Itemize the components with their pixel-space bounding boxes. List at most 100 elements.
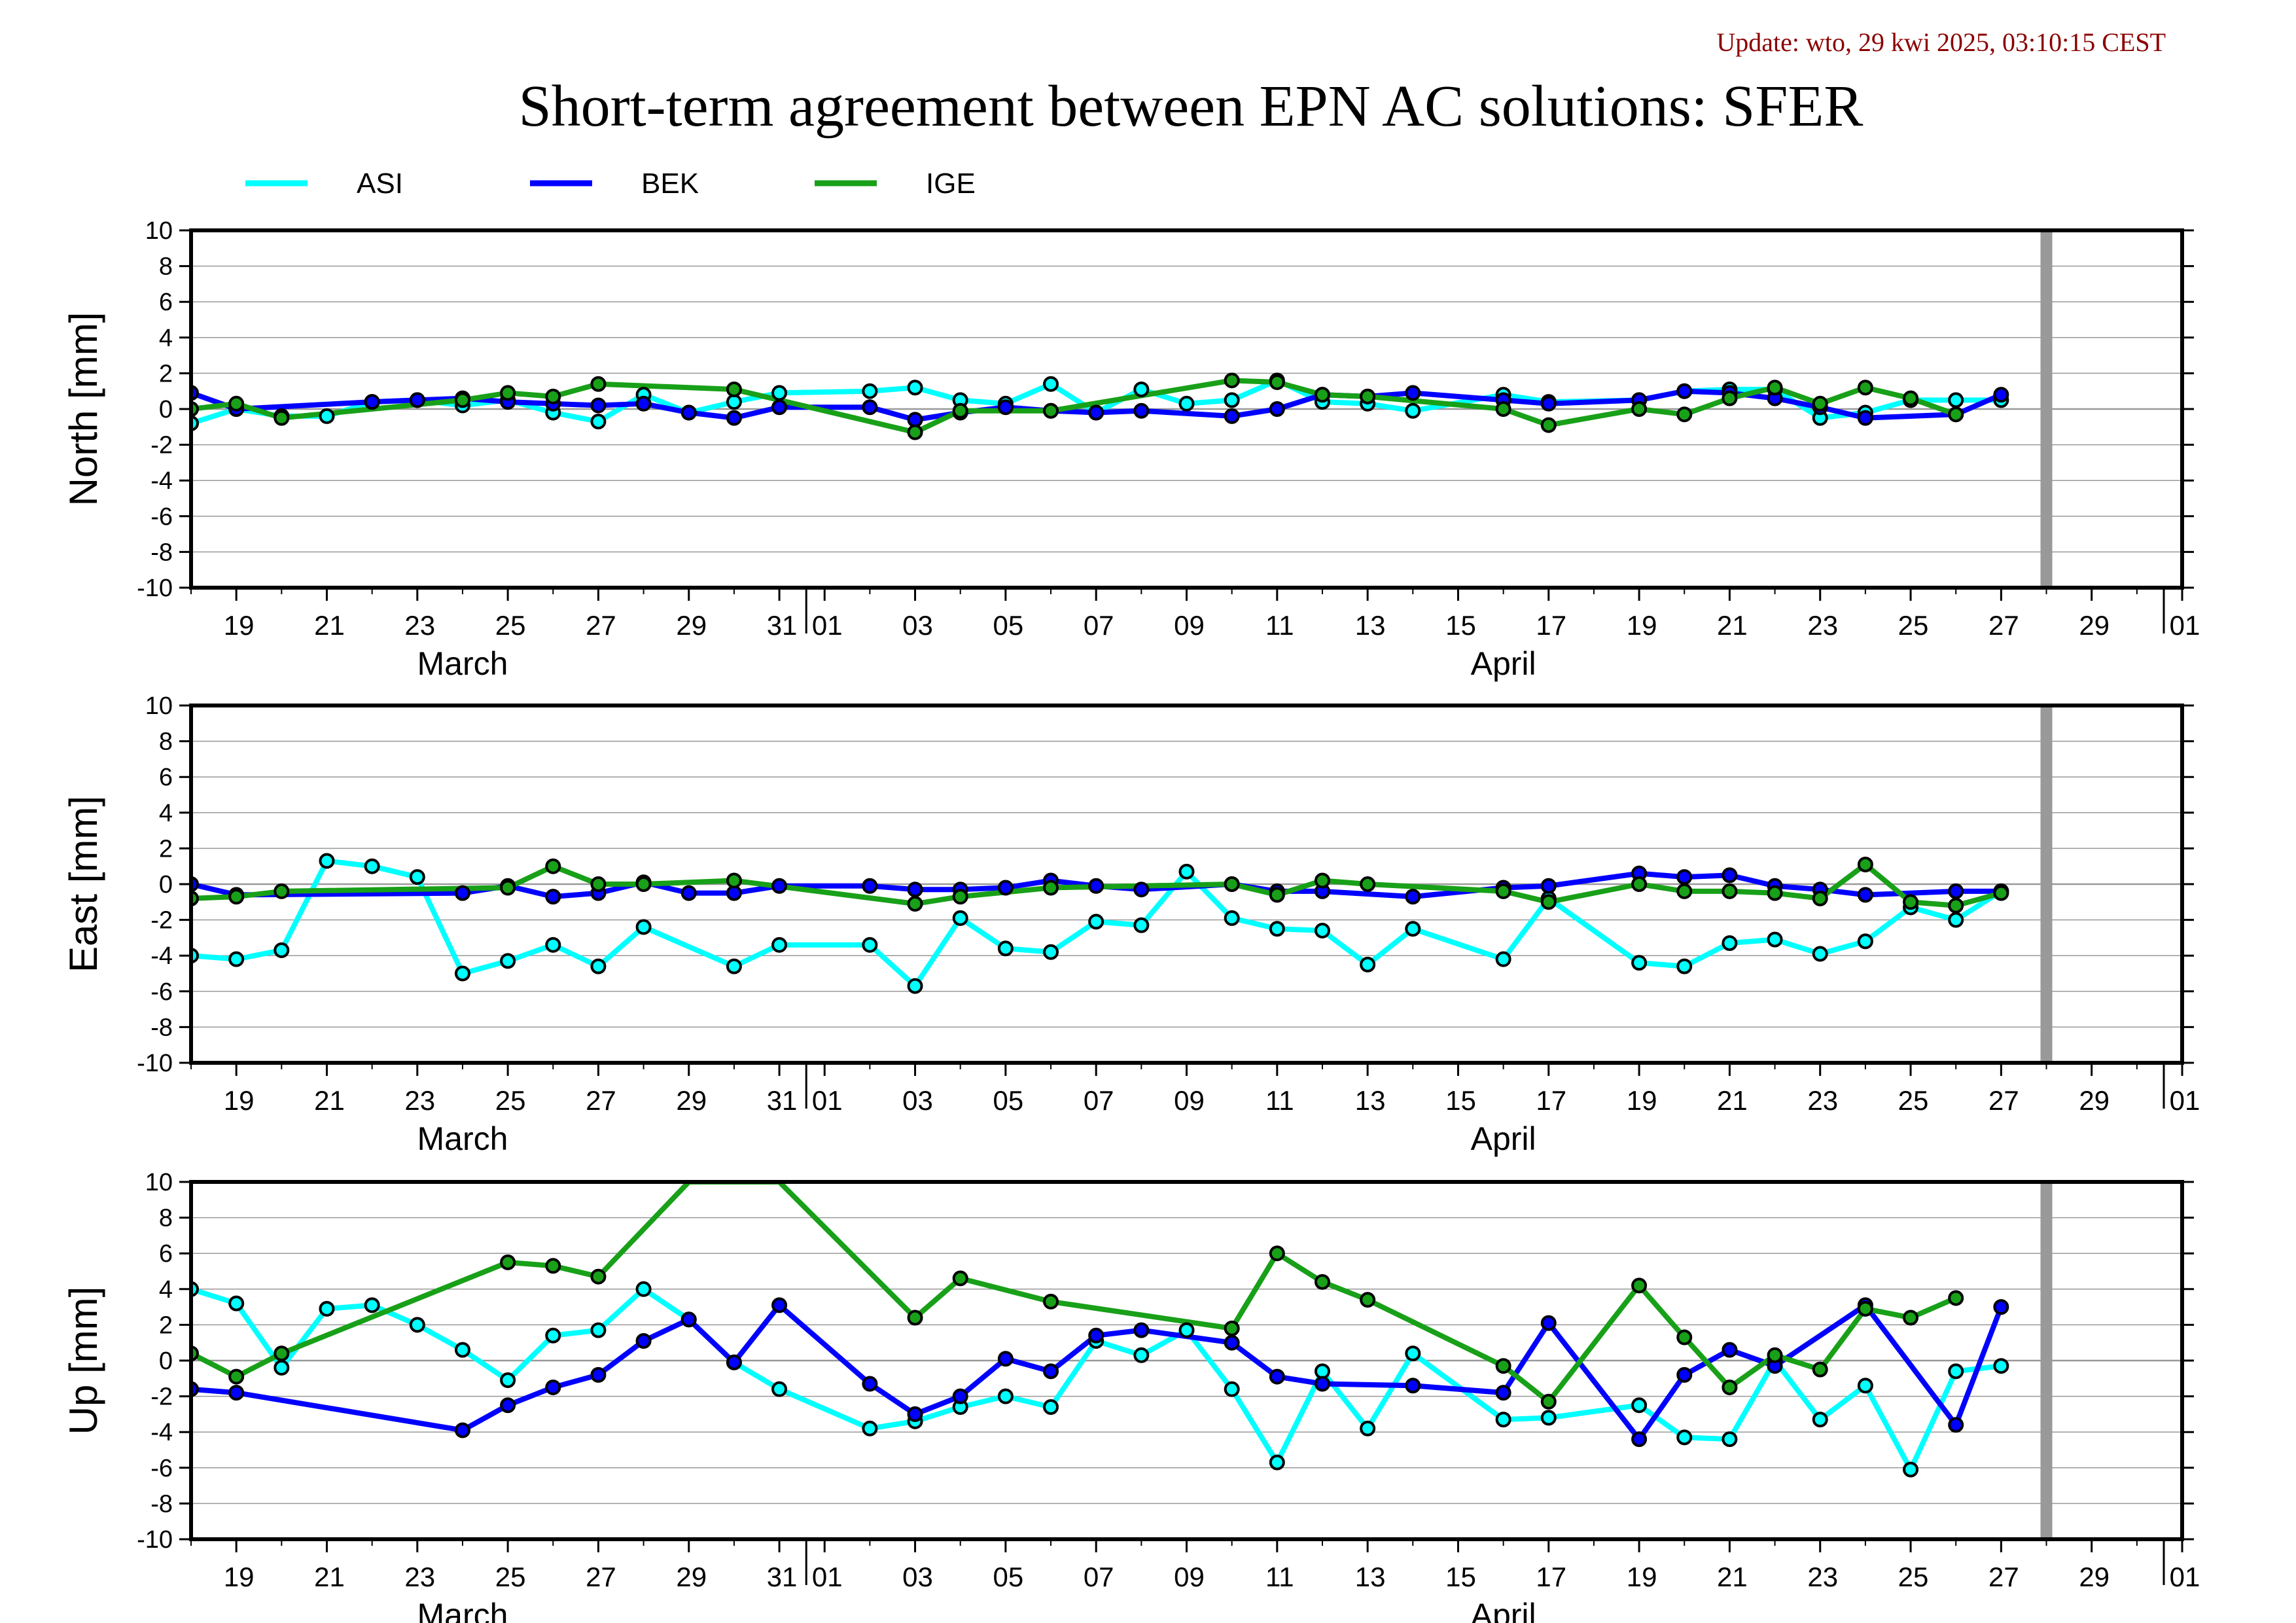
data-point-asi	[454, 965, 470, 982]
x-tick-label: 05	[993, 1085, 1024, 1116]
x-tick-label: 01	[812, 610, 843, 641]
data-point-asi	[590, 1322, 607, 1338]
data-point-ige	[1676, 1329, 1693, 1346]
month-label: March	[417, 645, 508, 682]
data-point-ige	[1767, 380, 1783, 396]
series-group	[191, 853, 2009, 994]
data-point-ige	[1948, 897, 1964, 914]
y-tick-label: 4	[159, 1276, 173, 1304]
x-tick-label: 25	[1898, 1561, 1929, 1592]
data-point-ige	[500, 1254, 516, 1270]
data-point-asi	[1903, 1461, 1919, 1478]
y-tick-label: -6	[150, 978, 173, 1006]
data-point-asi	[907, 380, 923, 396]
x-tick-label: 23	[1807, 1085, 1838, 1116]
data-point-ige	[1722, 390, 1738, 406]
data-point-bek	[1857, 410, 1873, 426]
data-point-ige	[274, 883, 290, 899]
y-tick-label: -2	[150, 907, 173, 935]
data-point-ige	[590, 376, 607, 392]
data-point-ige	[1314, 387, 1330, 403]
x-tick-label: 27	[586, 1085, 616, 1116]
x-tick-label: 15	[1445, 1085, 1476, 1116]
data-point-bek	[545, 889, 561, 905]
x-tick-label: 13	[1355, 1085, 1386, 1116]
data-point-asi	[319, 853, 335, 869]
data-point-ige	[1903, 1310, 1919, 1326]
data-point-ige	[1767, 1347, 1783, 1363]
data-point-asi	[274, 942, 290, 959]
data-point-asi	[274, 1359, 290, 1376]
data-point-ige	[1722, 1379, 1738, 1395]
data-point-ige	[590, 876, 607, 892]
series-group	[191, 372, 2009, 440]
data-point-bek	[228, 1385, 245, 1401]
data-point-ige	[1631, 1277, 1648, 1294]
data-point-ige	[500, 880, 516, 896]
data-point-bek	[590, 397, 607, 414]
y-tick-label: 10	[145, 217, 173, 245]
data-point-ige	[1857, 380, 1873, 396]
data-point-ige	[1269, 887, 1285, 903]
data-point-asi	[1948, 1363, 1964, 1380]
y-axis-label: Up [mm]	[62, 1287, 105, 1435]
data-point-asi	[1722, 1431, 1738, 1448]
data-point-asi	[1812, 946, 1828, 962]
x-tick-label: 21	[314, 610, 345, 641]
data-point-asi	[1269, 921, 1285, 937]
y-tick-label: -8	[150, 1014, 173, 1041]
data-point-ige	[1495, 1358, 1511, 1374]
legend-label-asi: ASI	[357, 168, 403, 200]
data-point-bek	[680, 404, 697, 421]
y-tick-label: 8	[159, 728, 173, 756]
data-point-bek	[1088, 1327, 1104, 1344]
data-point-ige	[1224, 876, 1240, 892]
panels: 10 8 6 4 2 0 -2 -4 -6 -8 -10 19 21 23 25 27 29 31 01 03 05 07…	[62, 217, 2200, 1623]
chart-title: Short-term agreement between EPN AC solu…	[519, 74, 1863, 139]
data-point-asi	[1540, 1410, 1557, 1426]
current-date-bar	[2040, 705, 2053, 1063]
x-tick-label: 19	[1627, 1561, 1657, 1592]
data-point-asi	[1088, 914, 1104, 930]
data-point-asi	[409, 869, 425, 885]
legend-label-ige: IGE	[926, 168, 976, 200]
data-point-ige	[1495, 401, 1511, 417]
plot-frame	[189, 228, 2184, 590]
x-tick-label: 07	[1084, 1085, 1114, 1116]
x-tick-label: 23	[404, 610, 435, 641]
data-point-asi	[1224, 1381, 1240, 1397]
y-tick-label: -10	[137, 1526, 173, 1554]
data-point-asi	[1133, 1347, 1150, 1363]
data-point-asi	[1812, 1412, 1828, 1428]
data-point-bek	[680, 1311, 697, 1328]
data-point-bek	[1224, 1334, 1240, 1351]
data-point-ige	[500, 385, 516, 401]
data-point-bek	[1224, 408, 1240, 424]
data-point-asi	[1495, 951, 1511, 967]
data-point-bek	[1133, 402, 1150, 419]
data-point-asi	[635, 919, 652, 935]
data-point-asi	[1495, 1412, 1511, 1428]
data-point-ige	[1812, 890, 1828, 906]
data-point-ige	[907, 1310, 923, 1326]
x-tick-label: 27	[1988, 610, 2019, 641]
x-tick-label: 31	[767, 610, 798, 641]
data-point-asi	[1993, 1358, 2009, 1374]
data-point-asi	[997, 940, 1014, 957]
x-tick-label: 31	[767, 1085, 798, 1116]
data-point-bek	[862, 399, 878, 416]
x-tick-label: 25	[1898, 1085, 1929, 1116]
data-point-asi	[1360, 956, 1376, 972]
data-point-ige	[228, 1368, 245, 1385]
x-tick-label: 31	[767, 1561, 798, 1592]
x-tick-label: 27	[586, 1561, 616, 1592]
y-tick-label: 4	[159, 325, 173, 352]
x-tick-label: 29	[2079, 610, 2110, 641]
data-point-bek	[1133, 882, 1150, 898]
data-point-bek	[635, 1332, 652, 1349]
data-point-bek	[1948, 883, 1964, 899]
y-axis-label: East [mm]	[62, 796, 105, 972]
data-point-asi	[1224, 910, 1240, 926]
data-point-ige	[1043, 1293, 1059, 1310]
data-point-asi	[590, 414, 607, 430]
